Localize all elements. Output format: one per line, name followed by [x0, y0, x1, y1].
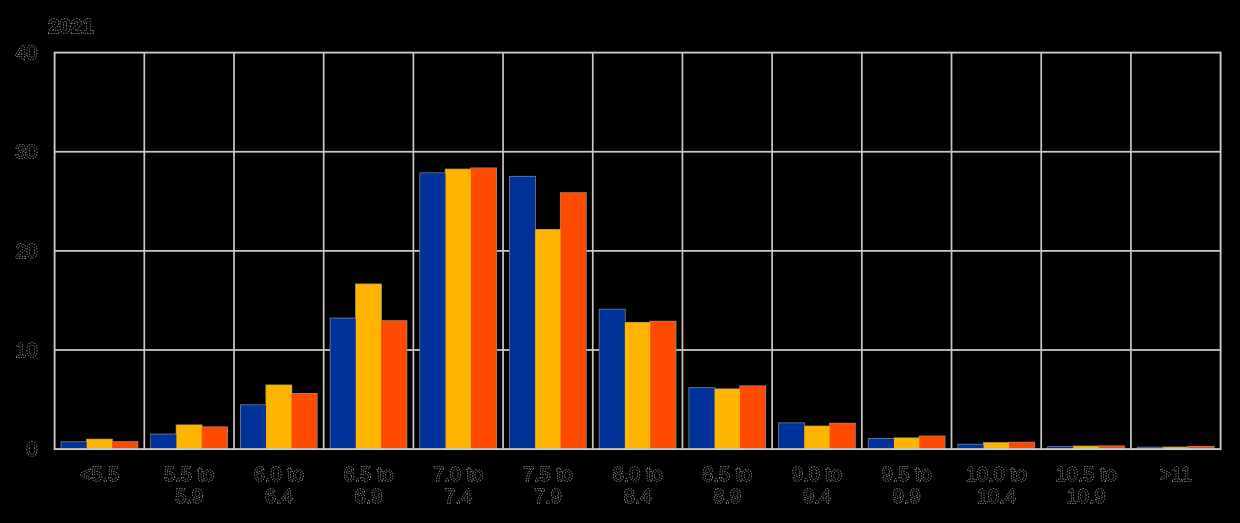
svg-text:10.0 to: 10.0 to — [966, 464, 1027, 486]
svg-text:10.9: 10.9 — [1067, 486, 1106, 508]
svg-text:6.5 to: 6.5 to — [343, 464, 393, 486]
svg-text:5.9: 5.9 — [175, 486, 203, 508]
svg-text:10: 10 — [15, 340, 37, 362]
svg-text:7.5 to: 7.5 to — [523, 464, 573, 486]
svg-text:7.4: 7.4 — [444, 486, 472, 508]
svg-text:10.5 to: 10.5 to — [1055, 464, 1116, 486]
svg-text:20: 20 — [15, 241, 37, 263]
svg-text:8.5 to: 8.5 to — [702, 464, 752, 486]
svg-text:7.9: 7.9 — [534, 486, 562, 508]
svg-text:9.0 to: 9.0 to — [792, 464, 842, 486]
svg-text:9.4: 9.4 — [803, 486, 831, 508]
svg-text:30: 30 — [15, 142, 37, 164]
svg-text:2021: 2021 — [48, 15, 94, 38]
svg-text:5.5 to: 5.5 to — [164, 464, 214, 486]
svg-text:6.9: 6.9 — [355, 486, 383, 508]
svg-text:40: 40 — [15, 43, 37, 65]
svg-text:9.5 to: 9.5 to — [882, 464, 932, 486]
svg-text:10.4: 10.4 — [977, 486, 1016, 508]
svg-text:8.0 to: 8.0 to — [613, 464, 663, 486]
svg-text:0: 0 — [26, 439, 37, 461]
svg-text:<5.5: <5.5 — [80, 464, 119, 486]
svg-text:8.9: 8.9 — [713, 486, 741, 508]
svg-text:>11: >11 — [1160, 464, 1192, 486]
svg-text:8.4: 8.4 — [624, 486, 652, 508]
svg-text:7.0 to: 7.0 to — [433, 464, 483, 486]
svg-text:6.4: 6.4 — [265, 486, 293, 508]
svg-text:9.9: 9.9 — [893, 486, 921, 508]
svg-text:6.0 to: 6.0 to — [254, 464, 304, 486]
